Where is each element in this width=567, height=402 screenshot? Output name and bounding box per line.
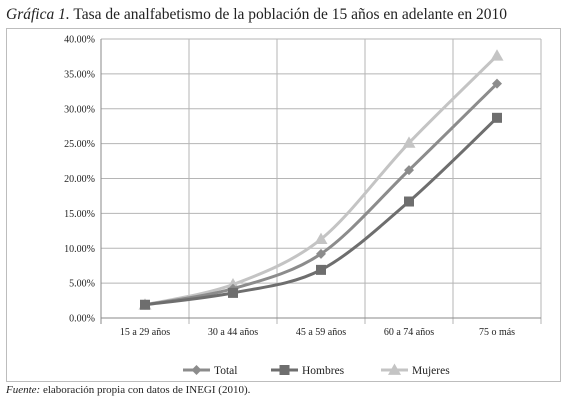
x-tick-label: 15 a 29 años bbox=[120, 327, 170, 338]
source-text: elaboración propia con datos de INEGI (2… bbox=[42, 384, 251, 396]
x-tick-label: 60 a 74 años bbox=[384, 327, 434, 338]
series-line-hombres bbox=[144, 116, 499, 307]
legend-marker-hombres bbox=[279, 365, 290, 375]
chart-frame bbox=[6, 28, 561, 382]
y-tick-label: 25.00% bbox=[64, 139, 95, 150]
data-point-hombres bbox=[140, 299, 150, 310]
source-note: Fuente: elaboración propia con datos de … bbox=[6, 384, 250, 396]
y-tick-label: 35.00% bbox=[64, 69, 95, 80]
data-point-total bbox=[492, 78, 502, 89]
y-tick-label: 5.00% bbox=[69, 279, 95, 290]
y-tick-label: 10.00% bbox=[64, 244, 95, 255]
data-point-hombres bbox=[316, 264, 326, 275]
source-label: Fuente: bbox=[6, 384, 41, 396]
y-tick-label: 0.00% bbox=[69, 314, 95, 325]
series-line-mujeres bbox=[144, 54, 499, 307]
y-tick-label: 15.00% bbox=[64, 209, 95, 220]
data-point-hombres bbox=[228, 287, 238, 298]
y-tick-label: 20.00% bbox=[64, 174, 95, 185]
data-point-mujeres bbox=[490, 49, 504, 61]
data-point-hombres bbox=[492, 112, 502, 123]
legend-label-total: Total bbox=[214, 365, 237, 377]
data-point-total bbox=[404, 165, 414, 176]
title-text: Tasa de analfabetismo de la población de… bbox=[73, 6, 507, 23]
y-tick-label: 30.00% bbox=[64, 104, 95, 115]
data-point-hombres bbox=[404, 196, 414, 207]
legend-marker-mujeres bbox=[388, 363, 401, 375]
data-point-total bbox=[316, 248, 326, 259]
chart-title: Gráfica 1. Tasa de analfabetismo de la p… bbox=[6, 6, 507, 24]
y-tick-label: 40.00% bbox=[64, 35, 95, 46]
series-line-total bbox=[144, 82, 499, 307]
data-point-mujeres bbox=[314, 232, 328, 245]
legend-label-mujeres: Mujeres bbox=[412, 365, 450, 377]
legend-label-hombres: Hombres bbox=[302, 365, 345, 377]
data-point-mujeres bbox=[402, 136, 416, 148]
x-tick-label: 45 a 59 años bbox=[296, 327, 346, 338]
legend-marker-total bbox=[191, 365, 202, 375]
title-prefix: Gráfica 1. bbox=[6, 6, 70, 23]
x-tick-label: 75 o más bbox=[479, 327, 515, 338]
x-tick-label: 30 a 44 años bbox=[208, 327, 258, 338]
